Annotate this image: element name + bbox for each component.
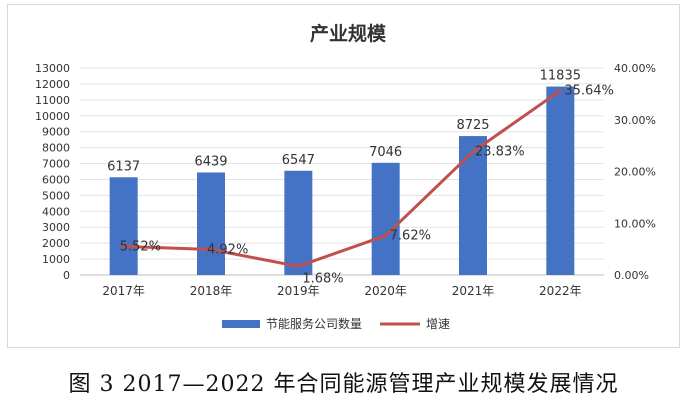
- x-tick-label: 2019年: [277, 284, 320, 298]
- left-tick-label: 12000: [35, 78, 70, 91]
- bar: [197, 172, 225, 275]
- legend-bar-swatch: [222, 320, 260, 328]
- line-point: [122, 244, 126, 248]
- line-value-label: 5.52%: [120, 239, 161, 254]
- line-value-label: 4.92%: [207, 243, 248, 258]
- x-tick-label: 2017年: [102, 284, 145, 298]
- legend-line-label: 增速: [426, 317, 450, 331]
- bar-series: [109, 86, 575, 275]
- line-value-label: 23.83%: [475, 145, 525, 160]
- left-tick-label: 8000: [42, 142, 70, 155]
- line-value-label: 1.68%: [302, 271, 343, 286]
- left-tick-label: 0: [63, 269, 70, 282]
- left-tick-label: 2000: [42, 237, 70, 250]
- line-data-labels: 5.52% 4.92% 1.68% 7.62% 23.83% 35.64%: [120, 84, 614, 287]
- left-tick-label: 10000: [35, 110, 70, 123]
- left-tick-label: 3000: [42, 221, 70, 234]
- x-tick-label: 2018年: [190, 284, 233, 298]
- left-tick-label: 4000: [42, 205, 70, 218]
- left-tick-label: 5000: [42, 189, 70, 202]
- left-tick-label: 6000: [42, 173, 70, 186]
- right-tick-label: 0.00%: [614, 269, 649, 282]
- right-tick-label: 30.00%: [614, 114, 656, 127]
- right-tick-label: 40.00%: [614, 62, 656, 75]
- bar-value-label: 6137: [107, 159, 140, 174]
- line-point: [296, 264, 300, 268]
- legend-bar-label: 节能服务公司数量: [266, 316, 362, 331]
- bar: [109, 177, 138, 275]
- x-axis: 2017年 2018年 2019年 2020年 2021年 2022年: [102, 284, 581, 298]
- left-axis: 0 1000 2000 3000 4000 5000 6000 7000 8000 9000 100…: [35, 62, 70, 282]
- growth-line: [123, 89, 562, 268]
- bar: [284, 170, 313, 275]
- line-value-label: 7.62%: [390, 229, 431, 244]
- left-tick-label: 13000: [35, 62, 70, 75]
- x-tick-label: 2020年: [364, 284, 407, 298]
- line-point: [558, 89, 562, 93]
- bar-value-label: 8725: [456, 118, 489, 133]
- left-tick-label: 7000: [42, 158, 70, 171]
- bar: [371, 162, 400, 275]
- right-tick-label: 20.00%: [614, 166, 656, 179]
- right-axis: 0.00% 10.00% 20.00% 30.00% 40.00%: [614, 62, 656, 282]
- line-point: [471, 150, 475, 154]
- line-point: [384, 234, 388, 238]
- bar-value-label: 6547: [282, 153, 315, 168]
- bar-value-label: 11835: [540, 69, 581, 84]
- left-tick-label: 11000: [35, 94, 70, 107]
- line-series: [122, 89, 562, 268]
- figure-caption: 图 3 2017—2022 年合同能源管理产业规模发展情况: [68, 372, 619, 397]
- bar-data-labels: 6137 6439 6547 7046 8725 11835: [107, 69, 581, 175]
- left-tick-label: 9000: [42, 126, 70, 139]
- right-tick-label: 10.00%: [614, 217, 656, 230]
- bar-value-label: 6439: [194, 154, 227, 169]
- gridlines: [80, 67, 604, 276]
- line-value-label: 35.64%: [564, 84, 614, 99]
- chart-title: 产业规模: [310, 22, 387, 45]
- chart-frame: 产业规模 0 1000 2000 3000 4000 5000 6000 7000 8000 90…: [7, 4, 680, 348]
- bar-value-label: 7046: [369, 145, 402, 160]
- bar: [546, 86, 575, 275]
- legend: 节能服务公司数量 增速: [222, 316, 450, 331]
- line-point: [209, 248, 213, 252]
- x-tick-label: 2022年: [539, 284, 582, 298]
- x-tick-label: 2021年: [452, 284, 495, 298]
- combo-chart: 产业规模 0 1000 2000 3000 4000 5000 6000 7000 8000 90…: [35, 22, 656, 331]
- left-tick-label: 1000: [42, 253, 70, 266]
